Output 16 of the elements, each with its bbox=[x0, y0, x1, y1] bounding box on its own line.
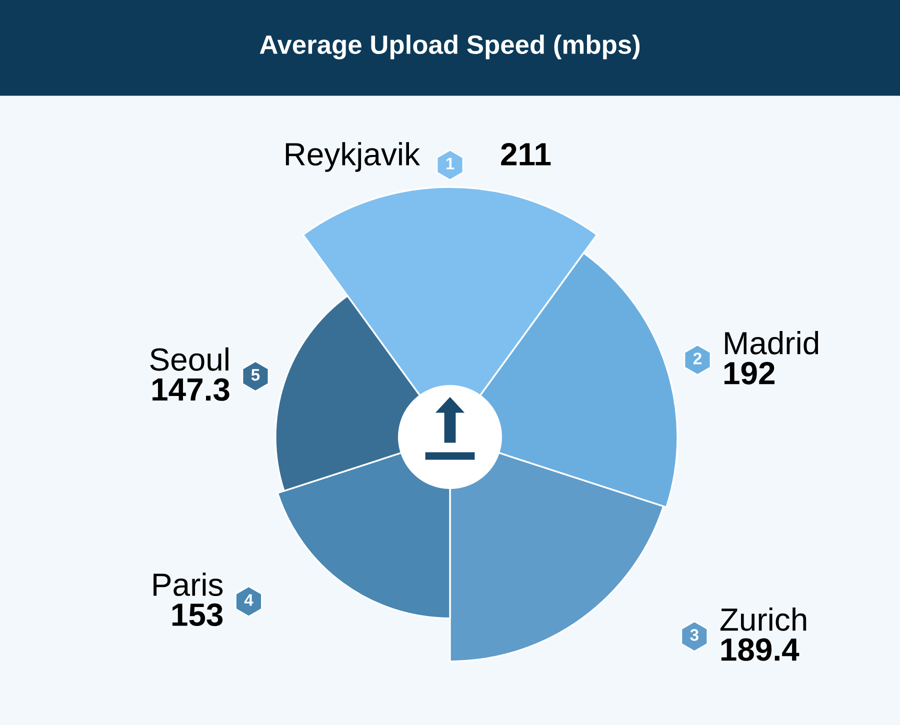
text: 4 bbox=[244, 594, 254, 606]
category-label: Paris bbox=[154, 572, 223, 596]
data-label: 153 bbox=[172, 603, 223, 626]
text: 2 bbox=[693, 352, 702, 364]
category-label: Zurich bbox=[720, 607, 806, 631]
text: 3 bbox=[690, 629, 698, 641]
data-label: 189.4 bbox=[721, 638, 800, 661]
category-label: Reykjavik bbox=[286, 142, 420, 172]
text: Average Upload Speed (mbps) bbox=[260, 34, 640, 60]
category-label: Madrid bbox=[725, 331, 818, 354]
data-label: 211 bbox=[501, 142, 551, 166]
data-label: 192 bbox=[724, 362, 775, 384]
category-label: Seoul bbox=[150, 347, 228, 371]
data-label: 147.3 bbox=[152, 378, 230, 401]
text: 1 bbox=[446, 158, 454, 170]
text: 5 bbox=[251, 369, 260, 381]
